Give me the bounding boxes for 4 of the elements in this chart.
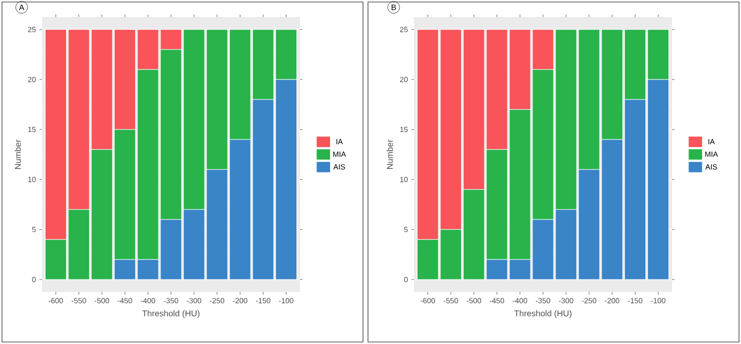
x-axis-title: Threshold (HU) <box>142 310 200 318</box>
y-axis-title: Number <box>14 140 21 169</box>
x-axis-title: Threshold (HU) <box>514 310 572 318</box>
y-axis-title: Number <box>386 140 393 169</box>
